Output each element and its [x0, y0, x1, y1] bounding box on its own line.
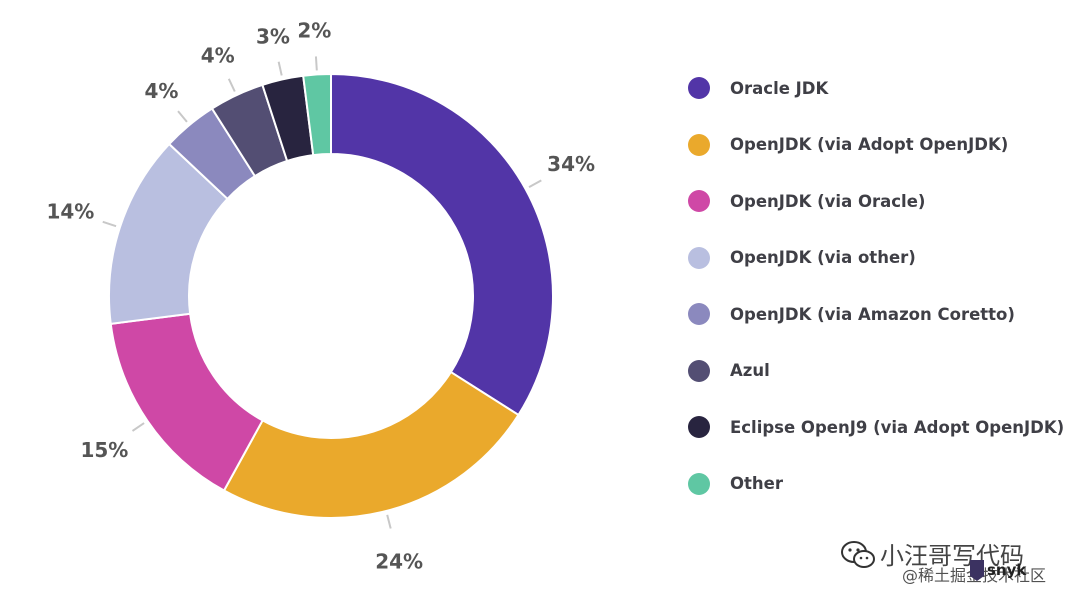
legend-label: Other — [730, 474, 783, 494]
leader-line — [314, 56, 318, 71]
legend-swatch — [688, 133, 710, 156]
data-label: 4% — [144, 79, 178, 103]
leader-line — [102, 220, 117, 228]
legend-label: Oracle JDK — [730, 78, 829, 98]
legend-label: OpenJDK (via Amazon Coretto) — [730, 304, 1015, 324]
snyk-logo-text: snyk — [987, 561, 1027, 579]
wechat-icon — [841, 541, 875, 568]
leader-line — [177, 110, 188, 123]
data-label: 24% — [375, 549, 423, 573]
watermark-account-name: 小汪哥写代码 — [880, 542, 1024, 570]
data-label: 15% — [80, 438, 128, 462]
legend-swatch — [688, 359, 710, 382]
legend-label: OpenJDK (via Adopt OpenJDK) — [730, 135, 1009, 155]
data-label: 4% — [201, 43, 235, 67]
legend-swatch — [688, 416, 710, 439]
legend-item: OpenJDK (via other) — [688, 230, 1064, 287]
chart-slices — [108, 72, 554, 519]
leader-line — [528, 179, 542, 188]
legend-swatch — [688, 246, 710, 269]
legend-item: Azul — [688, 343, 1064, 400]
legend-swatch — [688, 303, 710, 326]
snyk-logo-icon: snyk — [970, 560, 1027, 581]
leader-line — [227, 78, 236, 92]
legend-item: Other — [688, 456, 1064, 513]
data-label: 2% — [297, 19, 331, 43]
legend-label: OpenJDK (via other) — [730, 248, 916, 268]
data-label: 34% — [547, 152, 595, 176]
chart-legend: Oracle JDK OpenJDK (via Adopt OpenJDK) Ope… — [688, 60, 1064, 512]
chart-leader-lines — [102, 56, 542, 529]
legend-item: OpenJDK (via Adopt OpenJDK) — [688, 117, 1064, 174]
slice-oracle-jdk — [330, 72, 554, 417]
data-label: 14% — [46, 199, 94, 223]
legend-label: Azul — [730, 361, 770, 381]
watermark: 小汪哥写代码 @稀土掘金技术社区 snyk — [840, 536, 1070, 586]
leader-line — [277, 61, 283, 76]
legend-item: OpenJDK (via Amazon Coretto) — [688, 286, 1064, 343]
leader-line — [131, 422, 145, 432]
legend-swatch — [688, 472, 710, 495]
slice-openjdk-via-adopt-openjdk — [222, 370, 520, 519]
data-label: 3% — [256, 24, 290, 48]
legend-item: OpenJDK (via Oracle) — [688, 173, 1064, 230]
chart-data-labels: 34% 24% 15% 14% 4% 4% 3% 2% — [46, 19, 595, 574]
legend-label: OpenJDK (via Oracle) — [730, 191, 926, 211]
legend-swatch — [688, 77, 710, 100]
legend-label: Eclipse OpenJ9 (via Adopt OpenJDK) — [730, 417, 1065, 437]
leader-line — [386, 514, 392, 529]
legend-item: Oracle JDK — [688, 60, 1064, 117]
legend-swatch — [688, 190, 710, 213]
legend-item: Eclipse OpenJ9 (via Adopt OpenJDK) — [688, 399, 1064, 456]
slice-other — [302, 72, 332, 157]
